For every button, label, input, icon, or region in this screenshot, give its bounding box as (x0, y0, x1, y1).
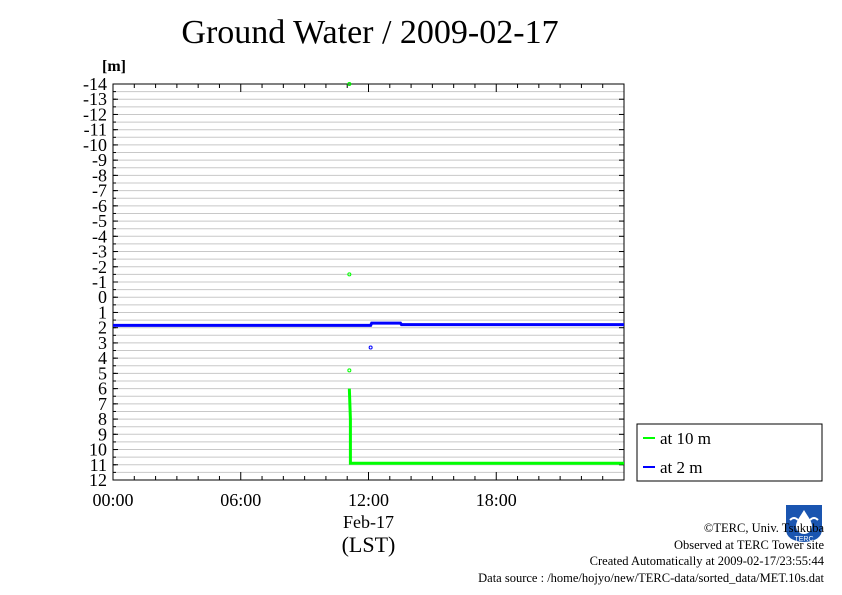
y-tick-label: -4 (92, 226, 107, 246)
created-text: Created Automatically at 2009-02-17/23:5… (589, 554, 824, 568)
legend: at 10 m at 2 m (636, 423, 823, 482)
y-tick-label: -13 (83, 89, 107, 109)
y-tick-label: 1 (98, 302, 107, 322)
y-tick-label: 4 (98, 348, 107, 368)
x-axis: 00:00 06:00 12:00 18:00 Feb-17(LST) (92, 84, 625, 557)
y-tick-label: -1 (92, 272, 107, 292)
data-point (347, 82, 352, 86)
chart-title: Ground Water / 2009-02-17 (181, 14, 559, 51)
y-tick-label: -7 (92, 181, 107, 201)
y-axis: -14-13-12-11-10-9-8-7-6-5-4-3-2-10123456… (83, 58, 624, 490)
series-line-2m (113, 321, 624, 327)
y-tick-label: 5 (98, 363, 107, 383)
copyright-text: ©TERC, Univ. Tsukuba (703, 521, 824, 535)
y-tick-label: -5 (92, 211, 107, 231)
y-tick-label: -6 (92, 196, 107, 216)
observed-text: Observed at TERC Tower site (673, 537, 824, 552)
y-tick-label: 2 (98, 318, 107, 338)
x-tick-label: 06:00 (220, 490, 261, 510)
y-tick-label: -2 (92, 257, 107, 277)
legend-label: at 10 m (660, 429, 711, 448)
y-tick-label: -11 (84, 120, 107, 140)
y-tick-label: 10 (89, 440, 107, 460)
y-tick-label: -12 (83, 104, 107, 124)
x-tick-label: 00:00 (92, 490, 133, 510)
source-text: Data source : /home/hojyo/new/TERC-data/… (478, 570, 824, 585)
data-point (347, 368, 352, 373)
y-tick-label: -3 (92, 242, 107, 262)
logo-text: TERC (794, 536, 813, 543)
y-tick-label: 9 (98, 424, 107, 444)
series-line-10m (347, 388, 624, 465)
x-tick-label: 12:00 (348, 490, 389, 510)
x-tick-label: 18:00 (476, 490, 517, 510)
y-tick-label: -9 (92, 150, 107, 170)
y-tick-label: 0 (98, 287, 107, 307)
footer: ©TERC, Univ. Tsukuba Observed at TERC To… (478, 520, 824, 586)
y-tick-label: -8 (92, 165, 107, 185)
y-axis-label: [m] (102, 58, 126, 75)
y-tick-label: -10 (83, 135, 107, 155)
y-tick-label: 7 (98, 394, 107, 414)
y-tick-label: 6 (98, 379, 107, 399)
y-tick-label: -14 (83, 74, 107, 94)
legend-box (636, 423, 823, 482)
x-unit-label: (LST) (342, 532, 396, 557)
series-lines (113, 82, 624, 465)
legend-label: at 2 m (660, 458, 703, 477)
grid-lines (113, 91, 624, 473)
y-tick-label: 8 (98, 409, 107, 429)
y-tick-label: 11 (90, 455, 107, 475)
y-tick-label: 12 (89, 470, 107, 490)
data-point (368, 345, 373, 350)
terc-logo-icon: TERC (784, 503, 824, 543)
y-tick-label: 3 (98, 333, 107, 353)
x-date-label: Feb-17 (343, 512, 394, 532)
data-point (347, 272, 352, 277)
